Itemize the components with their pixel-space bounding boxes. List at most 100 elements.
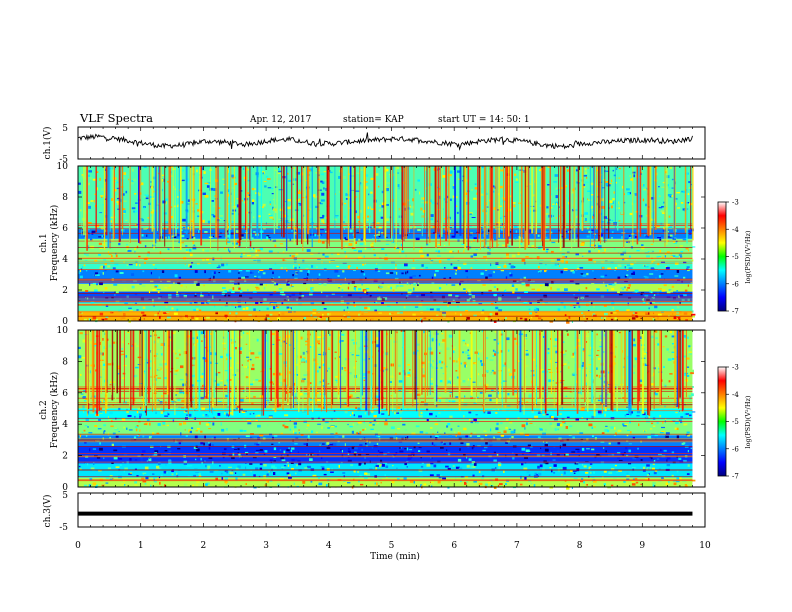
ch1-spectrogram-cell (329, 278, 332, 282)
ch1-spectrogram-cell (165, 236, 167, 239)
ch1-spectrogram-cell (558, 230, 560, 232)
ch2-spectrogram-cell (246, 332, 249, 335)
ch1-spectrogram-cell (132, 318, 137, 321)
ch2-spectrogram-cell (462, 339, 465, 342)
ch2-spectrogram-cell (433, 444, 436, 448)
ch1-spectrogram-cell (387, 286, 390, 288)
ch1-spectrogram-cell (657, 225, 660, 227)
ch1-spectrogram-cell (473, 253, 477, 256)
ch2-spectrogram-cell (140, 415, 142, 419)
ch1-spectrogram-cell (559, 265, 561, 267)
ch1-spectrogram-cell (447, 302, 451, 304)
ch1-spectrogram-cell (287, 308, 291, 311)
ch1-spectrogram-cell (377, 284, 380, 287)
ch1-spectrogram-cell (539, 298, 543, 302)
ch1-spectrogram-cell (146, 253, 150, 257)
ch1-spectrogram-cell (457, 267, 461, 270)
ch1-spectrogram-cell (376, 234, 381, 236)
ch1-spectrogram-cell (584, 171, 588, 175)
ch1-spectrogram-cell (273, 301, 277, 304)
ch1-spectrogram-streak (260, 166, 262, 241)
ch1-spectrogram-cell (407, 289, 412, 292)
ch2-spectrogram-cell (650, 383, 655, 386)
ch1-spectrogram-cell (449, 229, 451, 233)
ch1-spectrogram-cell (556, 257, 561, 261)
ch2-spectrogram-cell (370, 484, 374, 487)
ch1-spectrogram-streak (276, 166, 278, 229)
ch1-spectrogram-cell (272, 243, 276, 245)
ch1-spectrogram-line (78, 303, 693, 305)
ch2-spectrogram-cell (321, 456, 323, 459)
ch1-spectrogram-cell (673, 241, 676, 243)
ch2-spectrogram-cell (521, 405, 524, 407)
ch1-spectrogram-cell (571, 186, 575, 188)
ch1-spectrogram-cell (493, 271, 495, 274)
ch1-spectrogram-band (78, 260, 693, 270)
ch2-spectrogram-cell (406, 447, 409, 451)
ch1-spectrogram-line (78, 262, 693, 264)
ch1-spectrogram-cell (81, 174, 84, 177)
ch2-spectrogram-cell (521, 447, 526, 451)
ch1-spectrogram-cell (455, 311, 457, 315)
ch2-spectrogram-cell (209, 332, 212, 335)
ch1-spectrogram-streak (168, 166, 171, 235)
ch2-spectrogram-cell (500, 434, 504, 437)
ch2-spectrogram-cell (155, 353, 159, 355)
ch1-spectrogram-cell (148, 290, 151, 294)
ch2-spectrogram-cell (342, 435, 345, 438)
ch2-spectrogram-cell (646, 464, 650, 467)
ch1-spectrogram-cell (358, 313, 360, 317)
ch1-spectrogram-cell (217, 236, 222, 238)
ch2-spectrogram-cell (647, 467, 649, 469)
ch1-spectrogram-cell (594, 225, 597, 228)
ch1-spectrogram-cell (649, 250, 653, 253)
ch1-spectrogram-cell (361, 181, 363, 184)
ch2-spectrogram-cell (582, 350, 586, 352)
ch1-spectrogram-cell (555, 242, 558, 244)
ch1-spectrogram-cell (632, 200, 636, 204)
ch2-spectrogram-cell (200, 458, 202, 461)
ch1-spectrogram-streak (589, 166, 591, 248)
ch1-spectrogram-cell (634, 312, 638, 314)
ch2-spectrogram-cell (377, 436, 381, 438)
ch1-spectrogram-cell (301, 295, 304, 298)
ch1-spectrogram-streak (521, 166, 523, 243)
ch1-spectrogram-cell (434, 273, 437, 277)
ch1-spectrogram-cell (168, 294, 172, 297)
ch1-spectrogram-cell (348, 265, 351, 267)
ch2-spectrogram-cell (499, 350, 503, 353)
ch1-spectrogram-cell (146, 234, 148, 237)
ch2-spectrogram-cell (273, 466, 277, 469)
ch1-spectrogram-cell (601, 187, 605, 189)
ch2-spectrogram-cell (398, 389, 401, 391)
ch1-spectrogram-cell (141, 234, 144, 237)
ch1-spectrogram-cell (297, 191, 302, 194)
ch2-spectrogram-cell (437, 431, 439, 433)
ch1-spectrogram-cell (107, 265, 111, 268)
ch2-spectrogram-cell (135, 428, 138, 432)
ch1-spectrogram-cell (310, 287, 314, 291)
ch2-spectrogram-cell (258, 363, 260, 365)
ch1-spectrogram-cell (661, 289, 666, 292)
ch1-spectrogram-cell (546, 206, 549, 209)
ch1-spectrogram-cell (386, 182, 390, 184)
ch1-spectrogram-cell (219, 299, 221, 301)
ch1-spectrogram-cell (439, 264, 443, 268)
ch1-spectrogram-streak (535, 166, 538, 235)
ch2-spectrogram-cell (592, 435, 594, 437)
ch1-spectrogram-cell (687, 298, 690, 302)
ch2-spectrogram-cell (152, 340, 156, 344)
ch2-spectrogram-cell (488, 394, 492, 397)
ch1-spectrogram-cell (628, 284, 631, 287)
ch1-spectrogram-cell (399, 250, 401, 254)
ch2-spectrogram-cell (530, 374, 533, 377)
ch2-spectrogram-cell (328, 444, 330, 448)
ch2-spectrogram-cell (334, 357, 336, 360)
ch1-spectrogram-cell (420, 254, 425, 258)
ch1-spectrogram-cell (171, 307, 174, 310)
ch1-spectrogram-cell (512, 321, 516, 323)
ch2-spectrogram-cell (471, 446, 474, 450)
ch2-spectrogram-cell (178, 442, 181, 445)
ch2-spectrogram-cell (157, 399, 159, 402)
ch2-spectrogram-cell (371, 411, 374, 413)
